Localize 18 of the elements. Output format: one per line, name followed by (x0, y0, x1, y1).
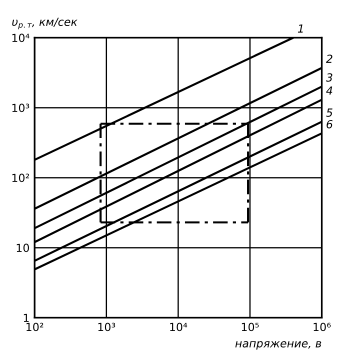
y-tick-label: 10³ (12, 104, 30, 112)
series-label: 5 (326, 108, 332, 117)
x-axis-title: напряжение, в (235, 341, 322, 350)
series-label: 6 (326, 120, 333, 128)
y-tick-label: 10² (12, 174, 30, 182)
x-tick-label: 10⁶ (314, 322, 331, 332)
y-axis-title: υ$_{р.т}$, км/сек (12, 18, 78, 30)
series-label: 4 (326, 86, 332, 95)
y-tick-label: 10 (16, 244, 29, 252)
y-tick-label: 1 (24, 314, 29, 322)
series-label: 2 (326, 54, 332, 63)
y-tick-label: 10⁴ (12, 34, 30, 42)
x-tick-label: 10⁵ (242, 322, 259, 332)
series-label: 3 (326, 73, 332, 82)
x-tick-label: 10³ (98, 322, 116, 332)
x-tick-label: 10² (26, 322, 44, 332)
series-label: 1 (298, 24, 303, 33)
x-tick-label: 10⁴ (170, 322, 188, 332)
